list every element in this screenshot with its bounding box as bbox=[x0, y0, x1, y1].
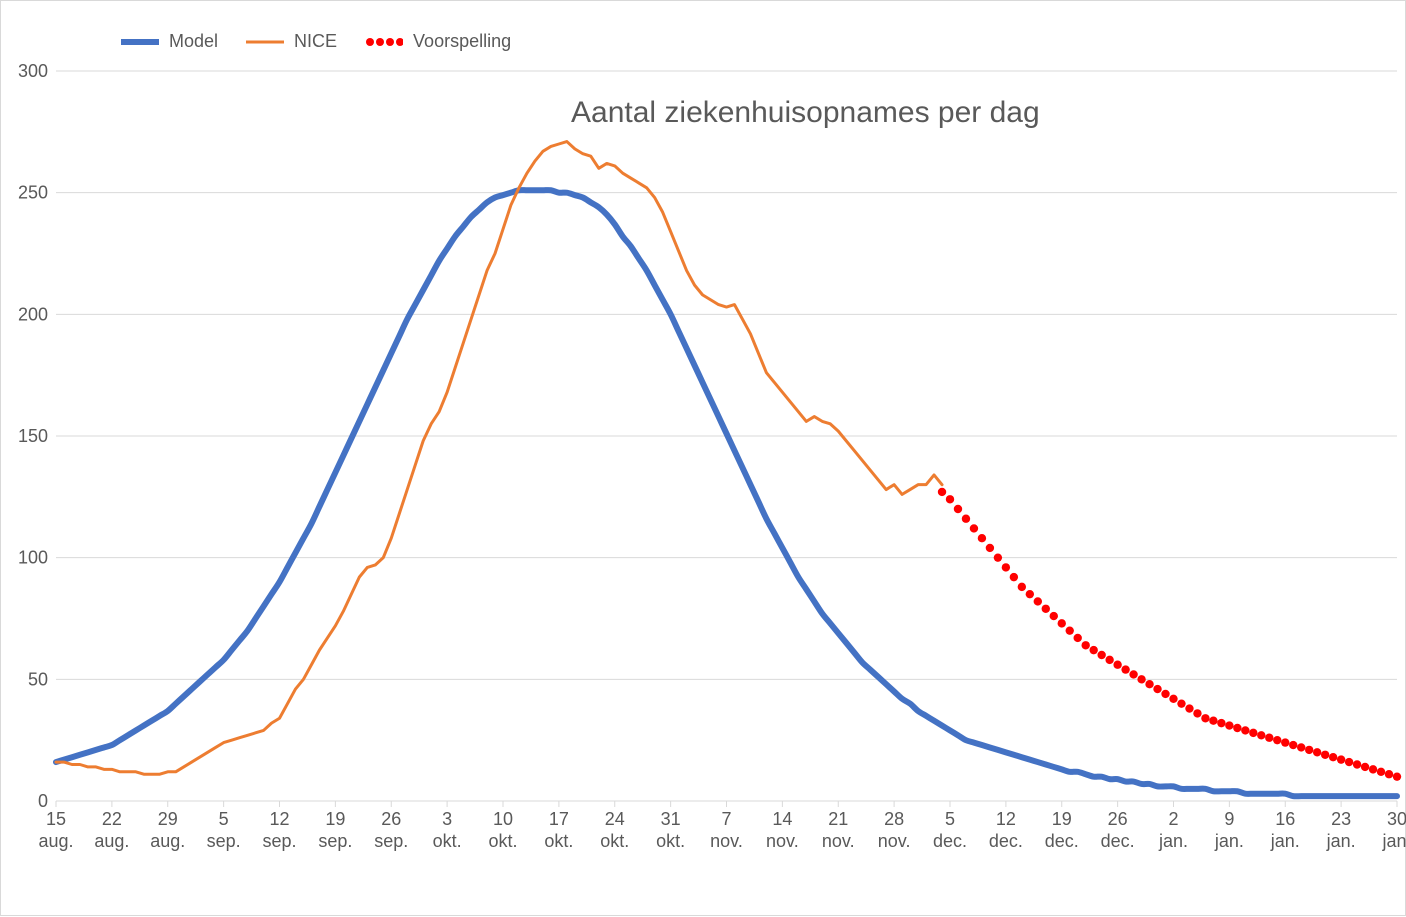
svg-text:21: 21 bbox=[828, 809, 848, 829]
legend-swatch-model bbox=[121, 33, 159, 51]
svg-text:7: 7 bbox=[721, 809, 731, 829]
svg-text:17: 17 bbox=[549, 809, 569, 829]
svg-text:sep.: sep. bbox=[318, 831, 352, 851]
svg-text:jan.: jan. bbox=[1270, 831, 1300, 851]
svg-text:31: 31 bbox=[661, 809, 681, 829]
svg-text:aug.: aug. bbox=[38, 831, 73, 851]
legend-swatch-forecast bbox=[365, 33, 403, 51]
svg-text:22: 22 bbox=[102, 809, 122, 829]
svg-text:0: 0 bbox=[38, 791, 48, 811]
svg-text:26: 26 bbox=[381, 809, 401, 829]
svg-text:16: 16 bbox=[1275, 809, 1295, 829]
svg-text:100: 100 bbox=[18, 548, 48, 568]
svg-text:12: 12 bbox=[996, 809, 1016, 829]
svg-text:300: 300 bbox=[18, 61, 48, 81]
svg-text:14: 14 bbox=[772, 809, 792, 829]
svg-text:jan.: jan. bbox=[1214, 831, 1244, 851]
legend: Model NICE Voorspelling bbox=[121, 31, 511, 52]
svg-text:50: 50 bbox=[28, 669, 48, 689]
legend-item-model: Model bbox=[121, 31, 218, 52]
svg-text:sep.: sep. bbox=[374, 831, 408, 851]
svg-text:dec.: dec. bbox=[1101, 831, 1135, 851]
series-model bbox=[56, 190, 1397, 796]
svg-text:dec.: dec. bbox=[933, 831, 967, 851]
svg-text:19: 19 bbox=[1052, 809, 1072, 829]
legend-label-model: Model bbox=[169, 31, 218, 52]
series-forecast bbox=[938, 488, 1401, 781]
svg-text:nov.: nov. bbox=[822, 831, 855, 851]
svg-text:28: 28 bbox=[884, 809, 904, 829]
svg-text:nov.: nov. bbox=[766, 831, 799, 851]
svg-text:3: 3 bbox=[442, 809, 452, 829]
svg-text:250: 250 bbox=[18, 183, 48, 203]
svg-text:sep.: sep. bbox=[207, 831, 241, 851]
series-group bbox=[56, 142, 1401, 797]
svg-text:sep.: sep. bbox=[262, 831, 296, 851]
svg-text:dec.: dec. bbox=[989, 831, 1023, 851]
svg-text:aug.: aug. bbox=[150, 831, 185, 851]
svg-text:jan.: jan. bbox=[1326, 831, 1356, 851]
svg-text:9: 9 bbox=[1224, 809, 1234, 829]
svg-text:200: 200 bbox=[18, 304, 48, 324]
svg-text:12: 12 bbox=[269, 809, 289, 829]
svg-text:29: 29 bbox=[158, 809, 178, 829]
svg-text:19: 19 bbox=[325, 809, 345, 829]
svg-text:jan.: jan. bbox=[1158, 831, 1188, 851]
svg-text:okt.: okt. bbox=[600, 831, 629, 851]
legend-label-forecast: Voorspelling bbox=[413, 31, 511, 52]
svg-text:okt.: okt. bbox=[488, 831, 517, 851]
svg-text:aug.: aug. bbox=[94, 831, 129, 851]
chart-title: Aantal ziekenhuisopnames per dag bbox=[571, 96, 1040, 130]
chart-container: Model NICE Voorspelling Aantal ziekenhui… bbox=[0, 0, 1406, 916]
svg-text:2: 2 bbox=[1168, 809, 1178, 829]
svg-text:dec.: dec. bbox=[1045, 831, 1079, 851]
svg-text:nov.: nov. bbox=[710, 831, 743, 851]
svg-text:150: 150 bbox=[18, 426, 48, 446]
legend-swatch-nice bbox=[246, 33, 284, 51]
svg-text:10: 10 bbox=[493, 809, 513, 829]
legend-item-nice: NICE bbox=[246, 31, 337, 52]
svg-text:30: 30 bbox=[1387, 809, 1406, 829]
svg-text:okt.: okt. bbox=[544, 831, 573, 851]
legend-label-nice: NICE bbox=[294, 31, 337, 52]
svg-text:5: 5 bbox=[945, 809, 955, 829]
svg-text:23: 23 bbox=[1331, 809, 1351, 829]
svg-text:5: 5 bbox=[219, 809, 229, 829]
x-axis-labels: 15aug.22aug.29aug.5sep.12sep.19sep.26sep… bbox=[38, 801, 1406, 851]
svg-text:okt.: okt. bbox=[433, 831, 462, 851]
svg-text:okt.: okt. bbox=[656, 831, 685, 851]
svg-text:26: 26 bbox=[1108, 809, 1128, 829]
legend-item-forecast: Voorspelling bbox=[365, 31, 511, 52]
svg-text:jan.: jan. bbox=[1381, 831, 1406, 851]
y-axis-labels: 0 50 100 150 200 250 300 bbox=[18, 61, 48, 811]
svg-text:15: 15 bbox=[46, 809, 66, 829]
chart-plot: 050100150200250300 15aug.22aug.29aug.5se… bbox=[1, 1, 1406, 917]
svg-text:nov.: nov. bbox=[878, 831, 911, 851]
svg-text:24: 24 bbox=[605, 809, 625, 829]
